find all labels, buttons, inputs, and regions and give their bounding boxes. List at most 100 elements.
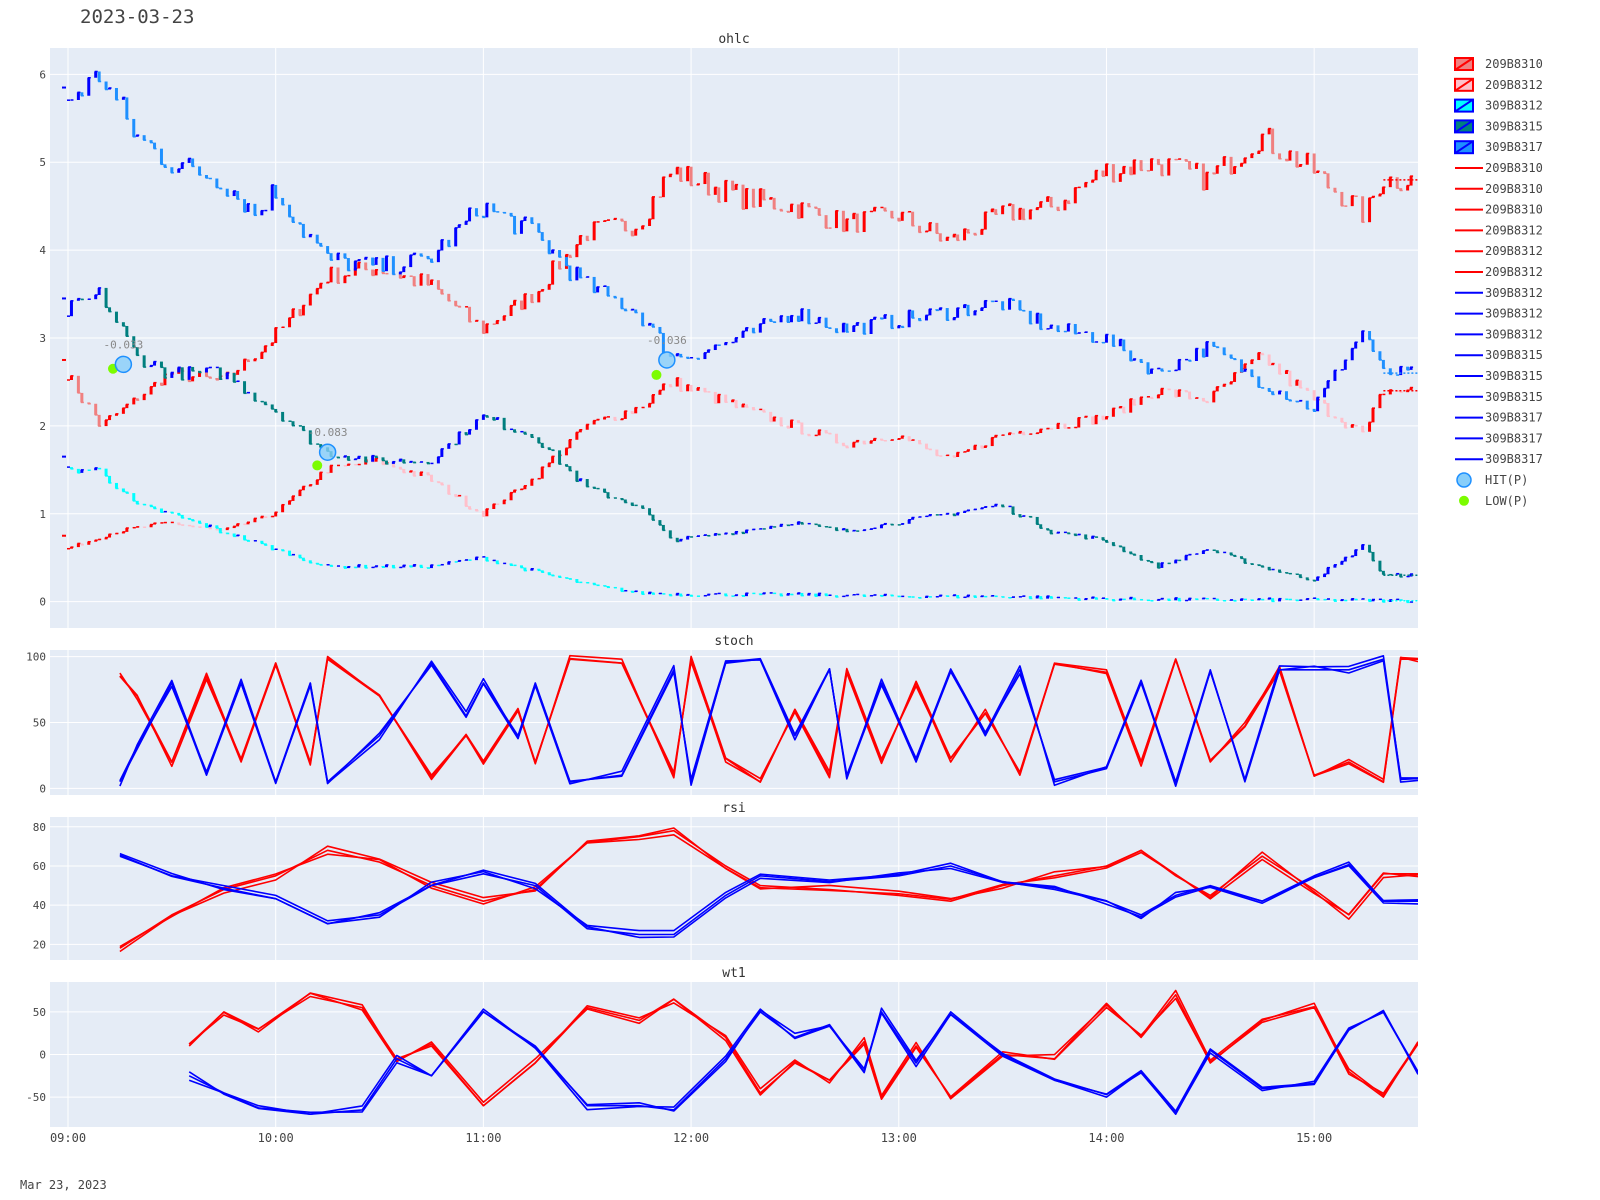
indicator-line xyxy=(119,854,1418,939)
y-tick-label: 60 xyxy=(33,860,46,873)
legend-item: 309B8315 xyxy=(1454,119,1543,134)
indicator-line xyxy=(119,852,1418,932)
y-tick-label: 3 xyxy=(39,332,46,345)
y-tick-label: 1 xyxy=(39,508,46,521)
y-tick-label: 0 xyxy=(39,782,46,795)
subplot-title: wt1 xyxy=(722,966,745,981)
legend-item: 209B8312 xyxy=(1455,265,1543,279)
y-tick-label: 6 xyxy=(39,68,46,81)
y-tick-label: 4 xyxy=(39,244,46,257)
legend-swatch-dot xyxy=(1459,495,1469,506)
legend-item: LOW(P) xyxy=(1459,494,1528,508)
legend-item: 309B8312 xyxy=(1455,286,1543,300)
legend-item: HIT(P) xyxy=(1456,472,1528,488)
y-tick-label: 0 xyxy=(39,1049,46,1062)
legend-swatch-slash xyxy=(1454,57,1474,71)
legend-swatch-slash xyxy=(1454,98,1474,113)
legend-item: 309B8312 xyxy=(1454,98,1543,113)
legend-label: 309B8317 xyxy=(1485,140,1543,154)
legend-swatch-slash xyxy=(1454,140,1474,155)
legend-item: 209B8310 xyxy=(1455,182,1543,196)
legend-label: 309B8312 xyxy=(1485,307,1543,321)
hit-marker xyxy=(114,355,133,374)
legend-item: 309B8317 xyxy=(1455,431,1543,445)
legend-label: 309B8315 xyxy=(1485,348,1543,362)
x-tick-label: 09:00 xyxy=(50,1131,86,1145)
legend-label: LOW(P) xyxy=(1485,494,1528,508)
legend-item: 309B8312 xyxy=(1455,327,1543,341)
hit-marker xyxy=(318,443,337,461)
legend-label: HIT(P) xyxy=(1485,473,1528,487)
legend-label: 309B8315 xyxy=(1485,390,1543,404)
x-tick-label: 13:00 xyxy=(881,1131,917,1145)
legend-item: 209B8312 xyxy=(1455,244,1543,258)
legend-label: 209B8312 xyxy=(1485,265,1543,279)
hit-label: -0.036 xyxy=(647,334,687,347)
legend-item: 309B8315 xyxy=(1455,369,1543,383)
indicator-line xyxy=(119,834,1418,948)
legend-label: 309B8312 xyxy=(1485,286,1543,300)
legend-item: 309B8317 xyxy=(1455,452,1543,466)
legend-label: 309B8315 xyxy=(1485,119,1543,133)
legend-item: 309B8317 xyxy=(1454,140,1543,155)
legend-item: 309B8315 xyxy=(1455,348,1543,362)
indicator-line xyxy=(119,827,1418,953)
legend-label: 309B8317 xyxy=(1485,452,1543,466)
y-tick-label: 50 xyxy=(33,717,46,730)
indicator-line xyxy=(188,1007,1418,1115)
y-tick-label: 0 xyxy=(39,596,46,609)
page-title: 2023-03-23 xyxy=(80,6,195,28)
y-tick-label: 80 xyxy=(33,821,46,834)
legend-label: 209B8310 xyxy=(1485,203,1543,217)
legend-label: 209B8310 xyxy=(1485,182,1543,196)
low-marker xyxy=(651,369,662,380)
legend-label: 209B8312 xyxy=(1485,223,1543,237)
legend-item: 209B8310 xyxy=(1455,203,1543,217)
legend-label: 309B8312 xyxy=(1485,327,1543,341)
y-tick-label: 2 xyxy=(39,420,46,433)
indicator-line xyxy=(188,989,1418,1107)
legend-item: 209B8312 xyxy=(1455,223,1543,237)
legend-swatch-slash xyxy=(1454,77,1474,92)
legend-item: 209B8312 xyxy=(1454,77,1543,92)
y-tick-label: 40 xyxy=(33,899,46,912)
indicator-line xyxy=(188,992,1418,1103)
legend-label: 309B8315 xyxy=(1485,369,1543,383)
legend: 209B8310 209B8312 309B8312 309B8315 309B8317… xyxy=(1454,57,1543,508)
subplot-title: stoch xyxy=(714,634,753,649)
legend-label: 209B8312 xyxy=(1485,244,1543,258)
y-tick-label: -50 xyxy=(26,1091,46,1104)
x-tick-label: 12:00 xyxy=(673,1131,709,1145)
legend-item: 309B8315 xyxy=(1455,390,1543,404)
series-group-rsi xyxy=(119,827,1418,953)
subplot-title: ohlc xyxy=(718,32,749,47)
series-group-ohlc: -0.033 -0.083 -0.036 xyxy=(62,70,1418,604)
y-tick-label: 100 xyxy=(26,651,46,664)
low-marker xyxy=(312,460,323,471)
hit-label: -0.083 xyxy=(308,426,348,439)
indicator-line xyxy=(119,655,1418,787)
hit-marker xyxy=(658,351,676,369)
y-tick-label: 50 xyxy=(33,1006,46,1019)
legend-swatch-slash xyxy=(1454,119,1474,134)
x-tick-label: 10:00 xyxy=(258,1131,294,1145)
x-tick-label: 11:00 xyxy=(465,1131,501,1145)
legend-label: 309B8317 xyxy=(1485,411,1543,425)
indicator-line xyxy=(119,654,1418,784)
legend-label: 209B8310 xyxy=(1485,161,1543,175)
legend-item: 309B8312 xyxy=(1455,307,1543,321)
legend-item: 209B8310 xyxy=(1455,161,1543,175)
hit-label: -0.033 xyxy=(104,338,144,351)
legend-swatch-circle xyxy=(1456,472,1472,488)
legend-label: 209B8310 xyxy=(1485,57,1543,71)
legend-label: 309B8317 xyxy=(1485,431,1543,445)
x-tick-label: 15:00 xyxy=(1296,1131,1332,1145)
legend-label: 309B8312 xyxy=(1485,99,1543,113)
series-group-wt1 xyxy=(188,989,1418,1115)
legend-item: 309B8317 xyxy=(1455,411,1543,425)
legend-item: 209B8310 xyxy=(1454,57,1543,71)
legend-label: 209B8312 xyxy=(1485,78,1543,92)
series-group-stoch xyxy=(119,654,1418,787)
subplot-title: rsi xyxy=(722,801,745,816)
